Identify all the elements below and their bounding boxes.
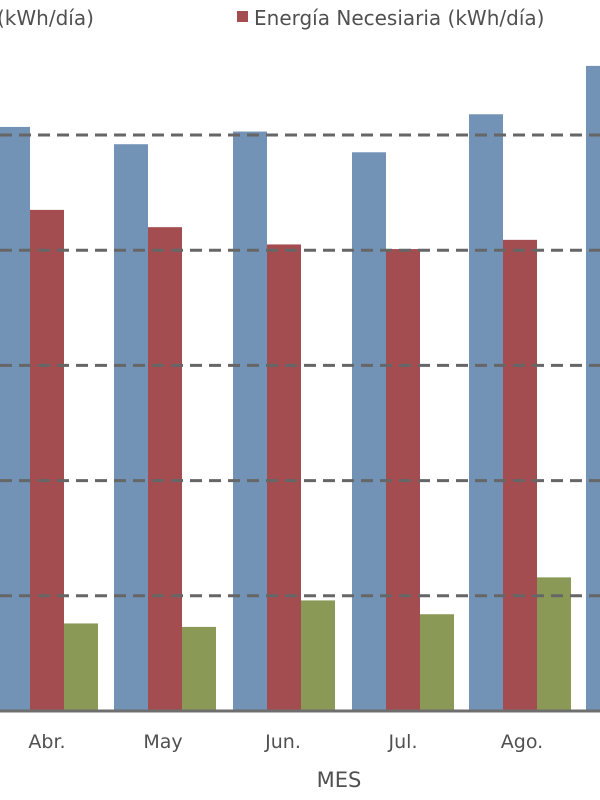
bar-series1-partial bbox=[586, 65, 600, 711]
bar-series3-jun bbox=[301, 600, 335, 711]
bar-series1-may bbox=[114, 144, 148, 711]
x-tick-label-jul: Jul. bbox=[388, 731, 418, 753]
x-tick-label-may: May bbox=[143, 731, 182, 753]
bar-series1-jun bbox=[233, 131, 267, 711]
x-axis-title: MES bbox=[317, 768, 362, 792]
legend: (kWh/día) Energía Necesiaria (kWh/día) bbox=[0, 6, 544, 30]
bar-series3-abr bbox=[64, 623, 98, 711]
bar-series2-jun bbox=[267, 244, 301, 711]
x-tick-label-jun: Jun. bbox=[264, 731, 301, 753]
bar-series1-ago bbox=[469, 114, 503, 712]
bar-series1-jul bbox=[352, 152, 386, 711]
bar-series2-ago bbox=[503, 239, 537, 711]
legend-swatch-energia-necesaria bbox=[237, 11, 248, 22]
bars-layer bbox=[0, 65, 600, 712]
bar-series3-jul bbox=[420, 614, 454, 711]
bar-series2-abr bbox=[30, 209, 64, 711]
bar-series1-abr bbox=[0, 126, 30, 712]
bar-series3-ago bbox=[537, 577, 571, 711]
x-tick-label-abr: Abr. bbox=[28, 731, 65, 753]
legend-label-energia-necesaria: Energía Necesiaria (kWh/día) bbox=[254, 6, 544, 30]
bar-series3-may bbox=[182, 626, 216, 711]
x-tick-labels: Abr. May Jun. Jul. Ago. bbox=[28, 731, 543, 753]
bar-series2-may bbox=[148, 227, 182, 711]
gridlines bbox=[0, 133, 600, 598]
x-tick-label-ago: Ago. bbox=[501, 731, 543, 753]
legend-partial-label: (kWh/día) bbox=[0, 6, 94, 30]
